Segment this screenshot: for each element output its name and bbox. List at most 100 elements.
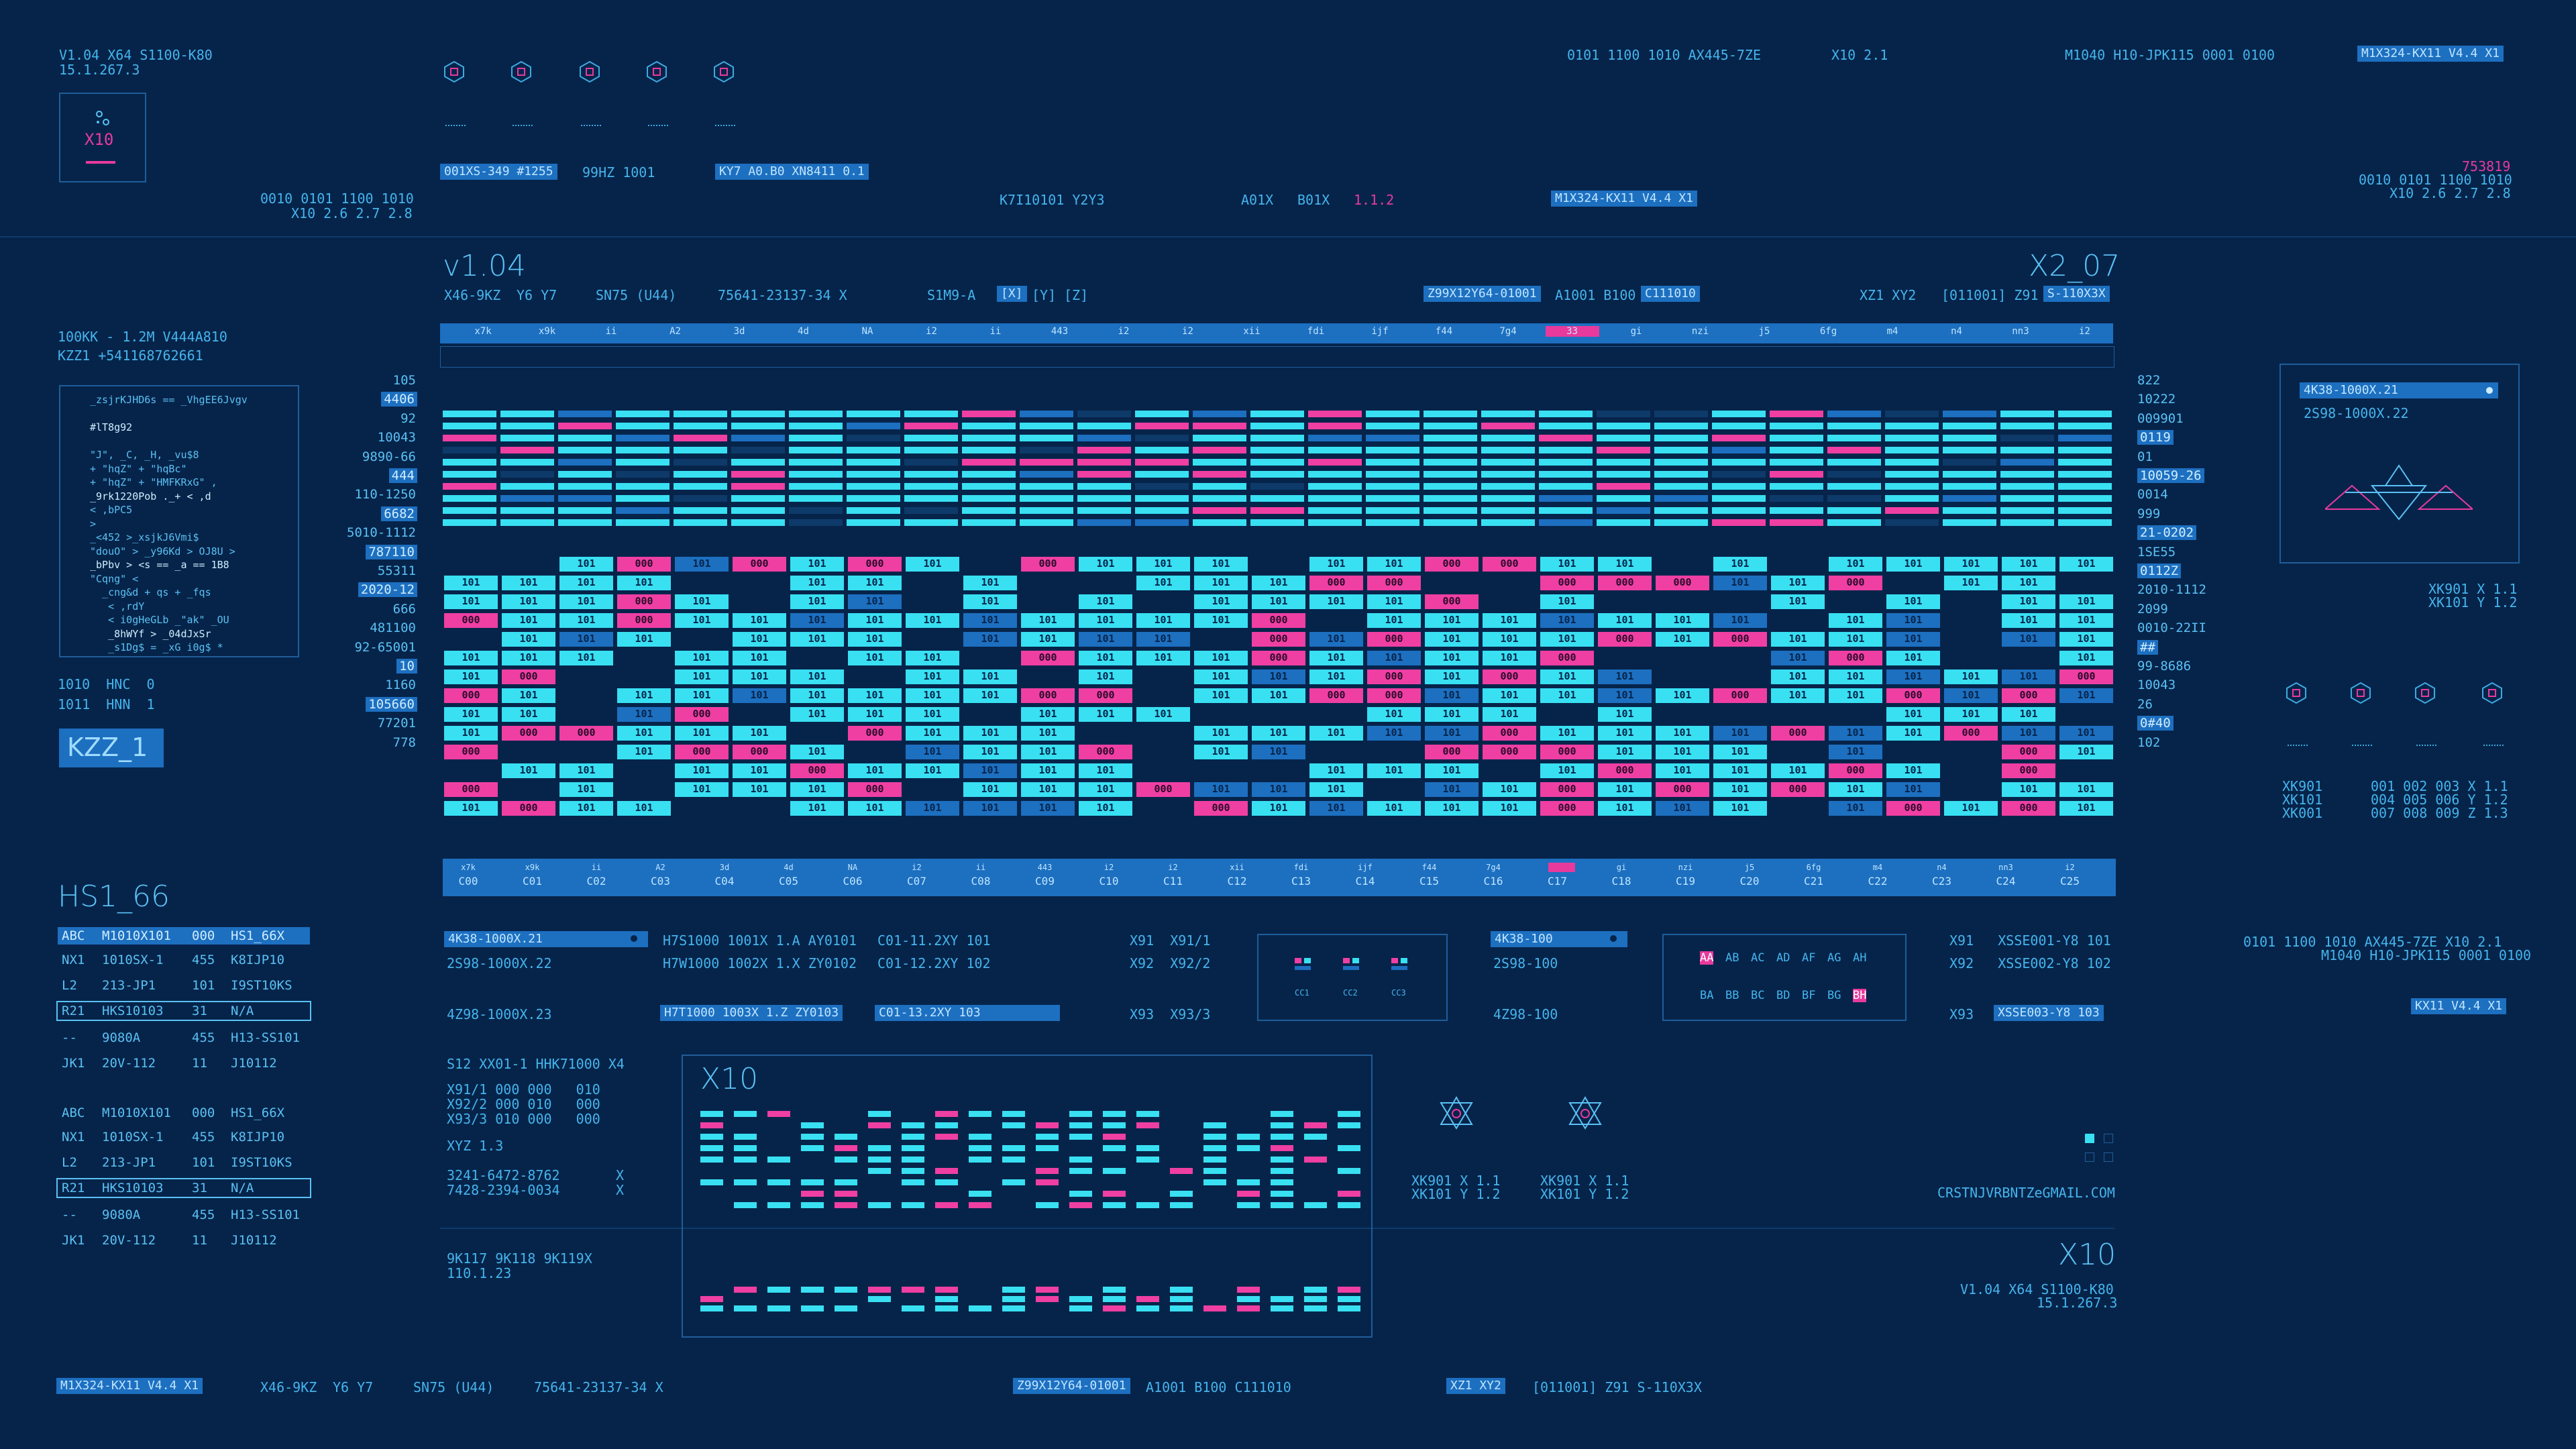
grid-cell[interactable]: 101	[617, 632, 671, 647]
grid-cell[interactable]: 000	[675, 707, 729, 722]
grid-cell[interactable]: 101	[1829, 613, 1882, 628]
ab-cell[interactable]: AD	[1776, 951, 1790, 965]
grid-cell[interactable]: 101	[1309, 782, 1363, 797]
grid-cell[interactable]: 101	[1252, 594, 1305, 609]
grid-cell[interactable]: 101	[502, 576, 555, 590]
grid-cell[interactable]: 101	[559, 632, 613, 647]
hs-row[interactable]: -- 9080A 455 H13-SS101	[58, 1206, 310, 1224]
grid-cell[interactable]: 101	[1713, 726, 1767, 741]
grid-cell[interactable]: 101	[1886, 707, 1940, 722]
grid-cell[interactable]: 101	[1194, 745, 1248, 759]
grid-cell[interactable]: 101	[675, 557, 729, 572]
grid-cell[interactable]: 101	[1021, 632, 1075, 647]
grid-cell[interactable]: 000	[1021, 688, 1075, 703]
grid-cell[interactable]: 101	[848, 651, 902, 665]
grid-cell[interactable]: 101	[848, 763, 902, 778]
grid-cell[interactable]: 101	[1425, 707, 1479, 722]
grid-cell[interactable]: 101	[1829, 801, 1882, 816]
grid-cell[interactable]: 101	[963, 688, 1017, 703]
grid-cell[interactable]: 000	[1540, 782, 1594, 797]
grid-cell[interactable]: 101	[1886, 763, 1940, 778]
grid-cell[interactable]: 101	[1021, 745, 1075, 759]
grid-cell[interactable]: 101	[848, 707, 902, 722]
grid-cell[interactable]: 000	[1252, 651, 1305, 665]
grid-cell[interactable]: 101	[963, 669, 1017, 684]
grid-cell[interactable]: 101	[1540, 613, 1594, 628]
grid-cell[interactable]: 101	[1367, 613, 1421, 628]
grid-cell[interactable]: 000	[1771, 782, 1825, 797]
grid-cell[interactable]: 101	[790, 594, 844, 609]
hdr-bracket-x[interactable]: [X]	[997, 286, 1027, 302]
hs-row[interactable]: R21 HKS10103 31 N/A	[56, 1001, 311, 1021]
grid-cell[interactable]: 101	[1252, 745, 1305, 759]
ab-cell[interactable]: AG	[1827, 951, 1841, 965]
grid-cell[interactable]: 101	[675, 688, 729, 703]
grid-cell[interactable]: 101	[1598, 669, 1652, 684]
grid-cell[interactable]: 101	[1425, 782, 1479, 797]
grid-cell[interactable]: 000	[1656, 576, 1709, 590]
grid-cell[interactable]: 101	[1886, 651, 1940, 665]
grid-cell[interactable]: 101	[1829, 669, 1882, 684]
grid-cell[interactable]: 101	[444, 726, 498, 741]
grid-cell[interactable]: 101	[559, 801, 613, 816]
grid-cell[interactable]: 000	[617, 594, 671, 609]
grid-cell[interactable]: 101	[1367, 651, 1421, 665]
chip-3-icon[interactable]	[1390, 954, 1410, 974]
grid-cell[interactable]: 101	[675, 782, 729, 797]
grid-cell[interactable]: 101	[1021, 613, 1075, 628]
grid-cell[interactable]: 000	[502, 726, 555, 741]
grid-cell[interactable]: 101	[848, 801, 902, 816]
grid-cell[interactable]: 101	[1079, 763, 1132, 778]
grid-cell[interactable]: 101	[848, 632, 902, 647]
bm-tag1[interactable]: 4K38-1000X.21	[444, 931, 648, 947]
grid-cell[interactable]: 101	[1252, 801, 1305, 816]
grid-cell[interactable]: 000	[1829, 763, 1882, 778]
grid-cell[interactable]: 101	[963, 594, 1017, 609]
grid-cell[interactable]: 101	[2059, 726, 2113, 741]
grid-cell[interactable]: 101	[963, 726, 1017, 741]
grid-cell[interactable]: 101	[1309, 594, 1363, 609]
grid-cell[interactable]: 101	[1425, 801, 1479, 816]
grid-cell[interactable]: 101	[617, 726, 671, 741]
grid-cell[interactable]: 101	[2059, 651, 2113, 665]
grid-cell[interactable]: 101	[1656, 632, 1709, 647]
grid-cell[interactable]: 101	[502, 613, 555, 628]
grid-cell[interactable]: 101	[1656, 726, 1709, 741]
grid-cell[interactable]: 101	[1079, 632, 1132, 647]
grid-cell[interactable]: 101	[2059, 745, 2113, 759]
ab-cell[interactable]: BG	[1827, 989, 1841, 1002]
grid-cell[interactable]: 101	[1944, 557, 1998, 572]
grid-cell[interactable]: 000	[1829, 576, 1882, 590]
grid-cell[interactable]: 101	[2002, 594, 2055, 609]
hdr-bracket-z[interactable]: [Z]	[1064, 287, 1089, 303]
grid-cell[interactable]: 101	[790, 782, 844, 797]
grid-cell[interactable]: 101	[1656, 613, 1709, 628]
grid-cell[interactable]: 101	[733, 613, 786, 628]
grid-cell[interactable]: 101	[2002, 726, 2055, 741]
grid-cell[interactable]: 101	[1713, 801, 1767, 816]
grid-cell[interactable]: 101	[733, 763, 786, 778]
grid-cell[interactable]: 000	[848, 726, 902, 741]
chip-1-icon[interactable]	[1293, 954, 1313, 974]
grid-cell[interactable]: 000	[790, 763, 844, 778]
hs-row[interactable]: ABC M1010X101 000 HS1_66X	[58, 927, 310, 945]
grid-cell[interactable]: 101	[1598, 745, 1652, 759]
grid-cell[interactable]: 101	[1367, 726, 1421, 741]
grid-cell[interactable]: 101	[790, 669, 844, 684]
grid-cell[interactable]: 000	[1252, 613, 1305, 628]
grid-cell[interactable]: 000	[1540, 651, 1594, 665]
grid-cell[interactable]: 101	[617, 707, 671, 722]
grid-cell[interactable]: 101	[1713, 745, 1767, 759]
grid-cell[interactable]: 101	[1944, 801, 1998, 816]
grid-cell[interactable]: 101	[2059, 594, 2113, 609]
grid-cell[interactable]: 101	[1136, 632, 1190, 647]
grid-cell[interactable]: 101	[502, 594, 555, 609]
grid-cell[interactable]: 101	[1944, 688, 1998, 703]
grid-cell[interactable]: 000	[848, 557, 902, 572]
grid-cell[interactable]: 101	[906, 669, 959, 684]
grid-cell[interactable]: 000	[1194, 801, 1248, 816]
grid-cell[interactable]: 101	[906, 557, 959, 572]
grid-cell[interactable]: 000	[502, 669, 555, 684]
grid-cell[interactable]: 000	[1540, 801, 1594, 816]
grid-cell[interactable]: 000	[1425, 745, 1479, 759]
